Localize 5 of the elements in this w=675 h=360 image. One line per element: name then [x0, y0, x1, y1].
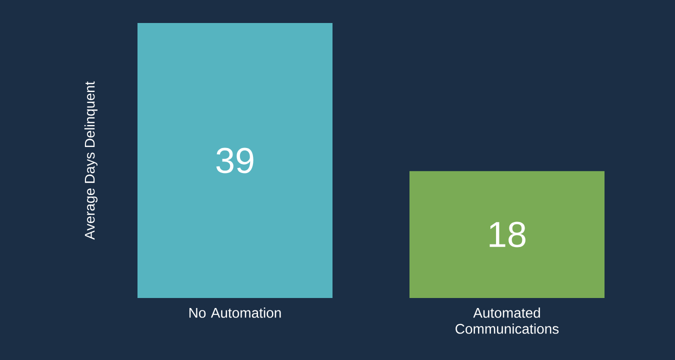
x-tick-label: Automated Communications — [456, 308, 559, 334]
x-tick-label: No Automation — [189, 308, 281, 318]
y-axis-title: Average Days Delinquent — [84, 81, 98, 240]
data-label: 39 — [216, 148, 254, 174]
data-label: 18 — [490, 222, 526, 248]
